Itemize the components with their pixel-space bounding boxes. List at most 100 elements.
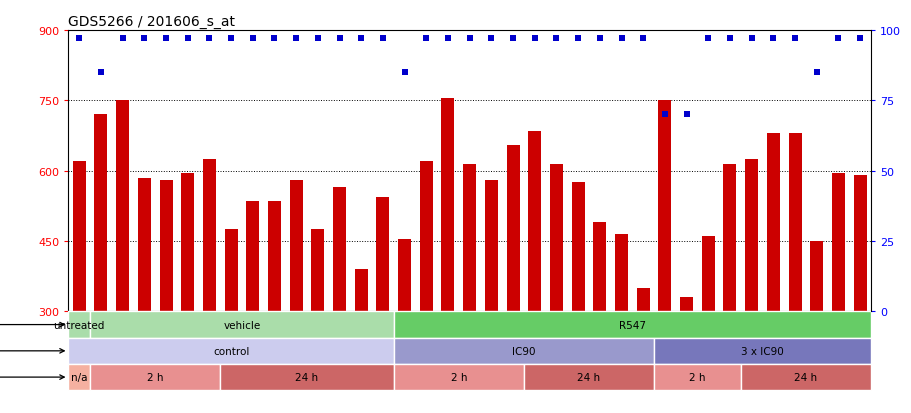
Bar	[653, 338, 870, 364]
Bar	[766, 134, 779, 312]
Bar	[159, 181, 172, 312]
Point	[418, 36, 433, 43]
Point	[440, 36, 455, 43]
Point	[613, 36, 628, 43]
Point	[202, 36, 217, 43]
Point	[570, 36, 585, 43]
Text: 24 h: 24 h	[793, 372, 816, 382]
Bar	[68, 312, 90, 338]
Bar	[485, 181, 497, 312]
Text: vehicle: vehicle	[223, 320, 261, 330]
Point	[353, 36, 368, 43]
Bar	[680, 298, 692, 312]
Point	[72, 36, 87, 43]
Bar	[740, 364, 870, 390]
Point	[94, 70, 108, 76]
Point	[397, 70, 412, 76]
Text: R547: R547	[619, 320, 645, 330]
Bar	[68, 338, 394, 364]
Bar	[394, 312, 870, 338]
Point	[267, 36, 281, 43]
Point	[657, 112, 671, 119]
Point	[115, 36, 129, 43]
Point	[548, 36, 563, 43]
Bar	[636, 288, 649, 312]
Text: 24 h: 24 h	[577, 372, 599, 382]
Text: untreated: untreated	[54, 320, 105, 330]
Text: IC90: IC90	[512, 346, 535, 356]
Text: agent: agent	[0, 320, 64, 330]
Point	[159, 36, 173, 43]
Point	[311, 36, 325, 43]
Text: time: time	[0, 372, 64, 382]
Bar	[831, 174, 844, 312]
Point	[809, 70, 824, 76]
Bar	[224, 230, 238, 312]
Point	[245, 36, 260, 43]
Point	[375, 36, 390, 43]
Bar	[202, 160, 216, 312]
Text: control: control	[212, 346, 249, 356]
Text: dose: dose	[0, 346, 64, 356]
Bar	[90, 312, 394, 338]
Text: 2 h: 2 h	[147, 372, 163, 382]
Bar	[354, 270, 367, 312]
Point	[289, 36, 303, 43]
Point	[506, 36, 520, 43]
Bar	[181, 174, 194, 312]
Point	[679, 112, 693, 119]
Bar	[246, 202, 259, 312]
Text: 2 h: 2 h	[689, 372, 705, 382]
Bar	[853, 176, 865, 312]
Point	[592, 36, 607, 43]
Bar	[268, 202, 281, 312]
Bar	[116, 101, 129, 312]
Bar	[376, 197, 389, 312]
Bar	[394, 364, 523, 390]
Bar	[463, 164, 476, 312]
Point	[830, 36, 844, 43]
Bar	[95, 115, 107, 312]
Bar	[788, 134, 801, 312]
Bar	[90, 364, 220, 390]
Point	[635, 36, 650, 43]
Bar	[722, 164, 736, 312]
Point	[527, 36, 541, 43]
Text: GDS5266 / 201606_s_at: GDS5266 / 201606_s_at	[68, 14, 235, 28]
Bar	[527, 132, 540, 312]
Point	[852, 36, 866, 43]
Point	[743, 36, 758, 43]
Text: 3 x IC90: 3 x IC90	[741, 346, 783, 356]
Text: 2 h: 2 h	[450, 372, 466, 382]
Bar	[653, 364, 740, 390]
Bar	[658, 101, 670, 312]
Bar	[290, 181, 302, 312]
Text: n/a: n/a	[71, 372, 87, 382]
Bar	[73, 162, 86, 312]
Bar	[506, 146, 519, 312]
Bar	[593, 223, 606, 312]
Bar	[701, 237, 714, 312]
Point	[332, 36, 346, 43]
Point	[462, 36, 476, 43]
Point	[701, 36, 715, 43]
Point	[180, 36, 195, 43]
Bar	[398, 239, 411, 312]
Bar	[68, 364, 90, 390]
Point	[137, 36, 151, 43]
Bar	[220, 364, 394, 390]
Bar	[419, 162, 433, 312]
Point	[787, 36, 802, 43]
Point	[765, 36, 780, 43]
Bar	[311, 230, 324, 312]
Point	[223, 36, 238, 43]
Bar	[744, 160, 757, 312]
Point	[722, 36, 736, 43]
Bar	[441, 99, 454, 312]
Text: 24 h: 24 h	[295, 372, 318, 382]
Bar	[571, 183, 584, 312]
Bar	[614, 235, 628, 312]
Point	[484, 36, 498, 43]
Bar	[138, 178, 150, 312]
Bar	[523, 364, 653, 390]
